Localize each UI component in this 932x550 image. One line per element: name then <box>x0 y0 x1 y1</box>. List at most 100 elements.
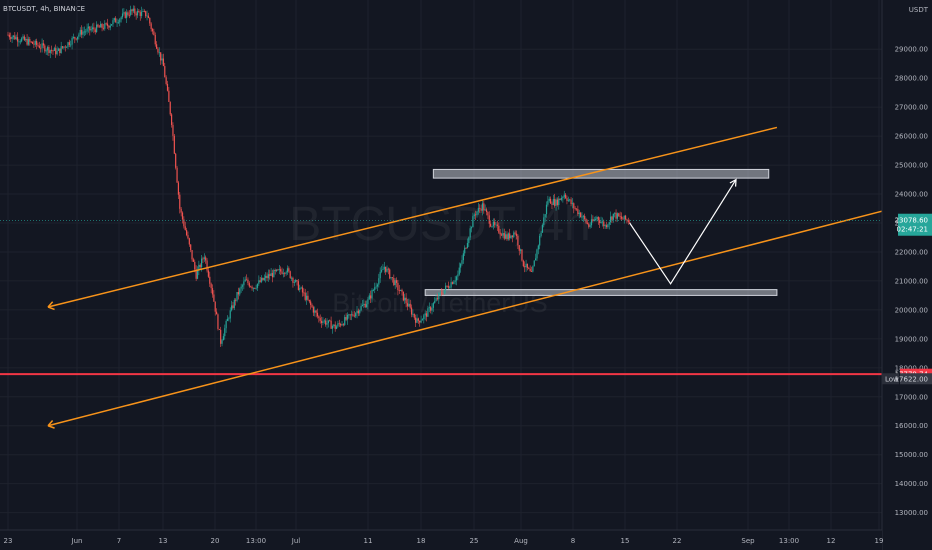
time-axis[interactable]: 23 Jun 7 13 20 13:00 Jul 11 18 25 Aug 8 15 22 Sep 13:00… <box>0 529 883 550</box>
candle-body <box>405 297 407 304</box>
candle <box>608 221 610 230</box>
candle-body <box>312 307 314 313</box>
candle <box>545 201 548 218</box>
interval-label[interactable]: 4h <box>40 5 50 13</box>
candle <box>513 230 515 239</box>
candle <box>173 134 175 155</box>
candle <box>371 288 373 303</box>
candle-body <box>157 48 159 53</box>
candle <box>25 37 27 43</box>
candle <box>269 269 271 280</box>
candle <box>540 230 542 238</box>
channel-upper-line[interactable] <box>47 126 778 308</box>
candle-body <box>345 317 347 320</box>
candle-body <box>237 292 240 295</box>
candle <box>573 202 575 214</box>
symbol-label[interactable]: BTCUSDT <box>3 5 36 13</box>
candle-body <box>582 216 584 217</box>
candle-body <box>8 34 10 38</box>
candle-body <box>432 303 434 308</box>
candle-body <box>391 277 394 279</box>
candle-body <box>402 291 404 301</box>
channel-lower-line-arrowhead[interactable] <box>47 419 54 427</box>
candle-body <box>40 47 42 49</box>
price-tick-label: 20000.00 <box>895 306 928 314</box>
candle <box>265 272 267 283</box>
candle <box>432 301 434 312</box>
projection-arrowhead[interactable] <box>729 178 737 187</box>
candle-body <box>522 260 524 267</box>
candle <box>46 45 49 56</box>
candle <box>419 320 421 327</box>
candle <box>350 310 353 321</box>
candle <box>522 259 524 268</box>
candle <box>273 268 275 278</box>
candle <box>199 263 201 270</box>
candle-body <box>56 50 58 55</box>
candle-body <box>609 216 612 223</box>
candle <box>461 255 463 266</box>
candle <box>460 262 462 273</box>
candle-body <box>322 321 324 324</box>
candle <box>390 277 392 281</box>
candle-body <box>66 46 68 48</box>
candle-body <box>515 233 518 236</box>
candle <box>378 273 380 288</box>
candle-body <box>586 222 589 224</box>
candle-body <box>385 266 387 272</box>
candle <box>402 291 404 302</box>
candle-body <box>420 320 422 323</box>
candle <box>153 28 155 36</box>
candle-body <box>483 203 485 211</box>
candle-body <box>131 9 133 12</box>
candle-body <box>179 194 181 209</box>
candle-body <box>27 39 30 45</box>
candle <box>280 266 282 276</box>
candle-body <box>52 50 54 52</box>
candle <box>278 264 280 275</box>
candle <box>530 266 533 272</box>
candle <box>582 214 584 222</box>
channel-upper-line-arrowhead[interactable] <box>47 301 54 308</box>
candle-body <box>494 221 496 225</box>
candle-body <box>398 290 400 291</box>
candle <box>166 80 169 92</box>
channel-lower-line-arrowhead[interactable] <box>47 425 55 429</box>
candle <box>71 36 73 50</box>
channel-upper-line-arrowhead[interactable] <box>47 306 55 311</box>
candle <box>423 313 425 324</box>
candle <box>417 317 419 324</box>
candle <box>487 211 489 220</box>
candle <box>622 216 624 220</box>
candle <box>483 200 485 214</box>
candle-body <box>42 43 45 46</box>
candle <box>198 260 200 276</box>
candle <box>127 10 129 17</box>
candle <box>539 233 541 250</box>
candle-body <box>135 13 137 16</box>
projection-path[interactable] <box>629 179 737 285</box>
candle <box>391 277 394 283</box>
candle-body <box>581 216 583 218</box>
candle-body <box>554 199 556 206</box>
candle <box>571 198 574 209</box>
candle <box>233 298 235 311</box>
candle <box>326 318 328 329</box>
candle-body <box>539 235 541 246</box>
candle <box>532 265 534 273</box>
candle <box>525 259 527 272</box>
channel-lower-line[interactable] <box>47 194 932 427</box>
candle-body <box>297 281 299 290</box>
candle <box>393 274 395 287</box>
drawings[interactable] <box>0 126 932 429</box>
candle-body <box>71 37 73 45</box>
candle <box>476 210 478 218</box>
candle <box>215 308 218 315</box>
candle-body <box>514 232 516 234</box>
candle-body <box>360 306 362 311</box>
candle-body <box>496 224 499 226</box>
candle-body <box>455 276 458 281</box>
candle <box>260 275 263 284</box>
